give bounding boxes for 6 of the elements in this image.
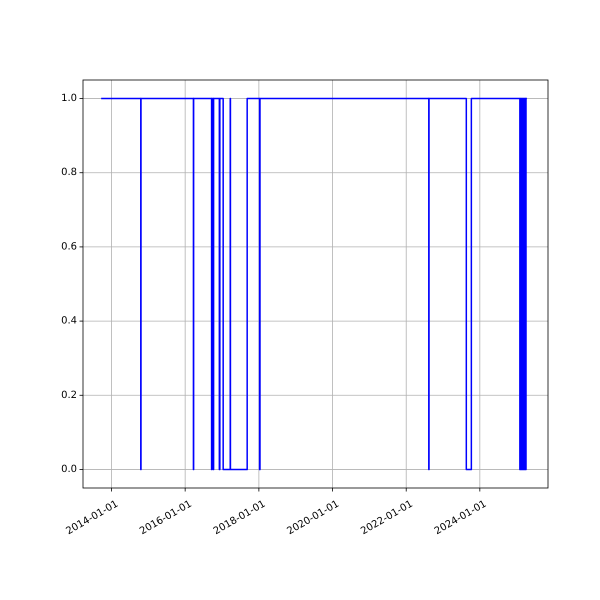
y-tick-label: 0.8	[61, 167, 77, 178]
y-tick-label: 0.6	[61, 241, 77, 252]
y-tick-label: 1.0	[61, 93, 77, 104]
y-tick-label: 0.4	[61, 316, 77, 327]
y-tick-label: 0.0	[61, 464, 77, 475]
y-tick-label: 0.2	[61, 390, 77, 401]
